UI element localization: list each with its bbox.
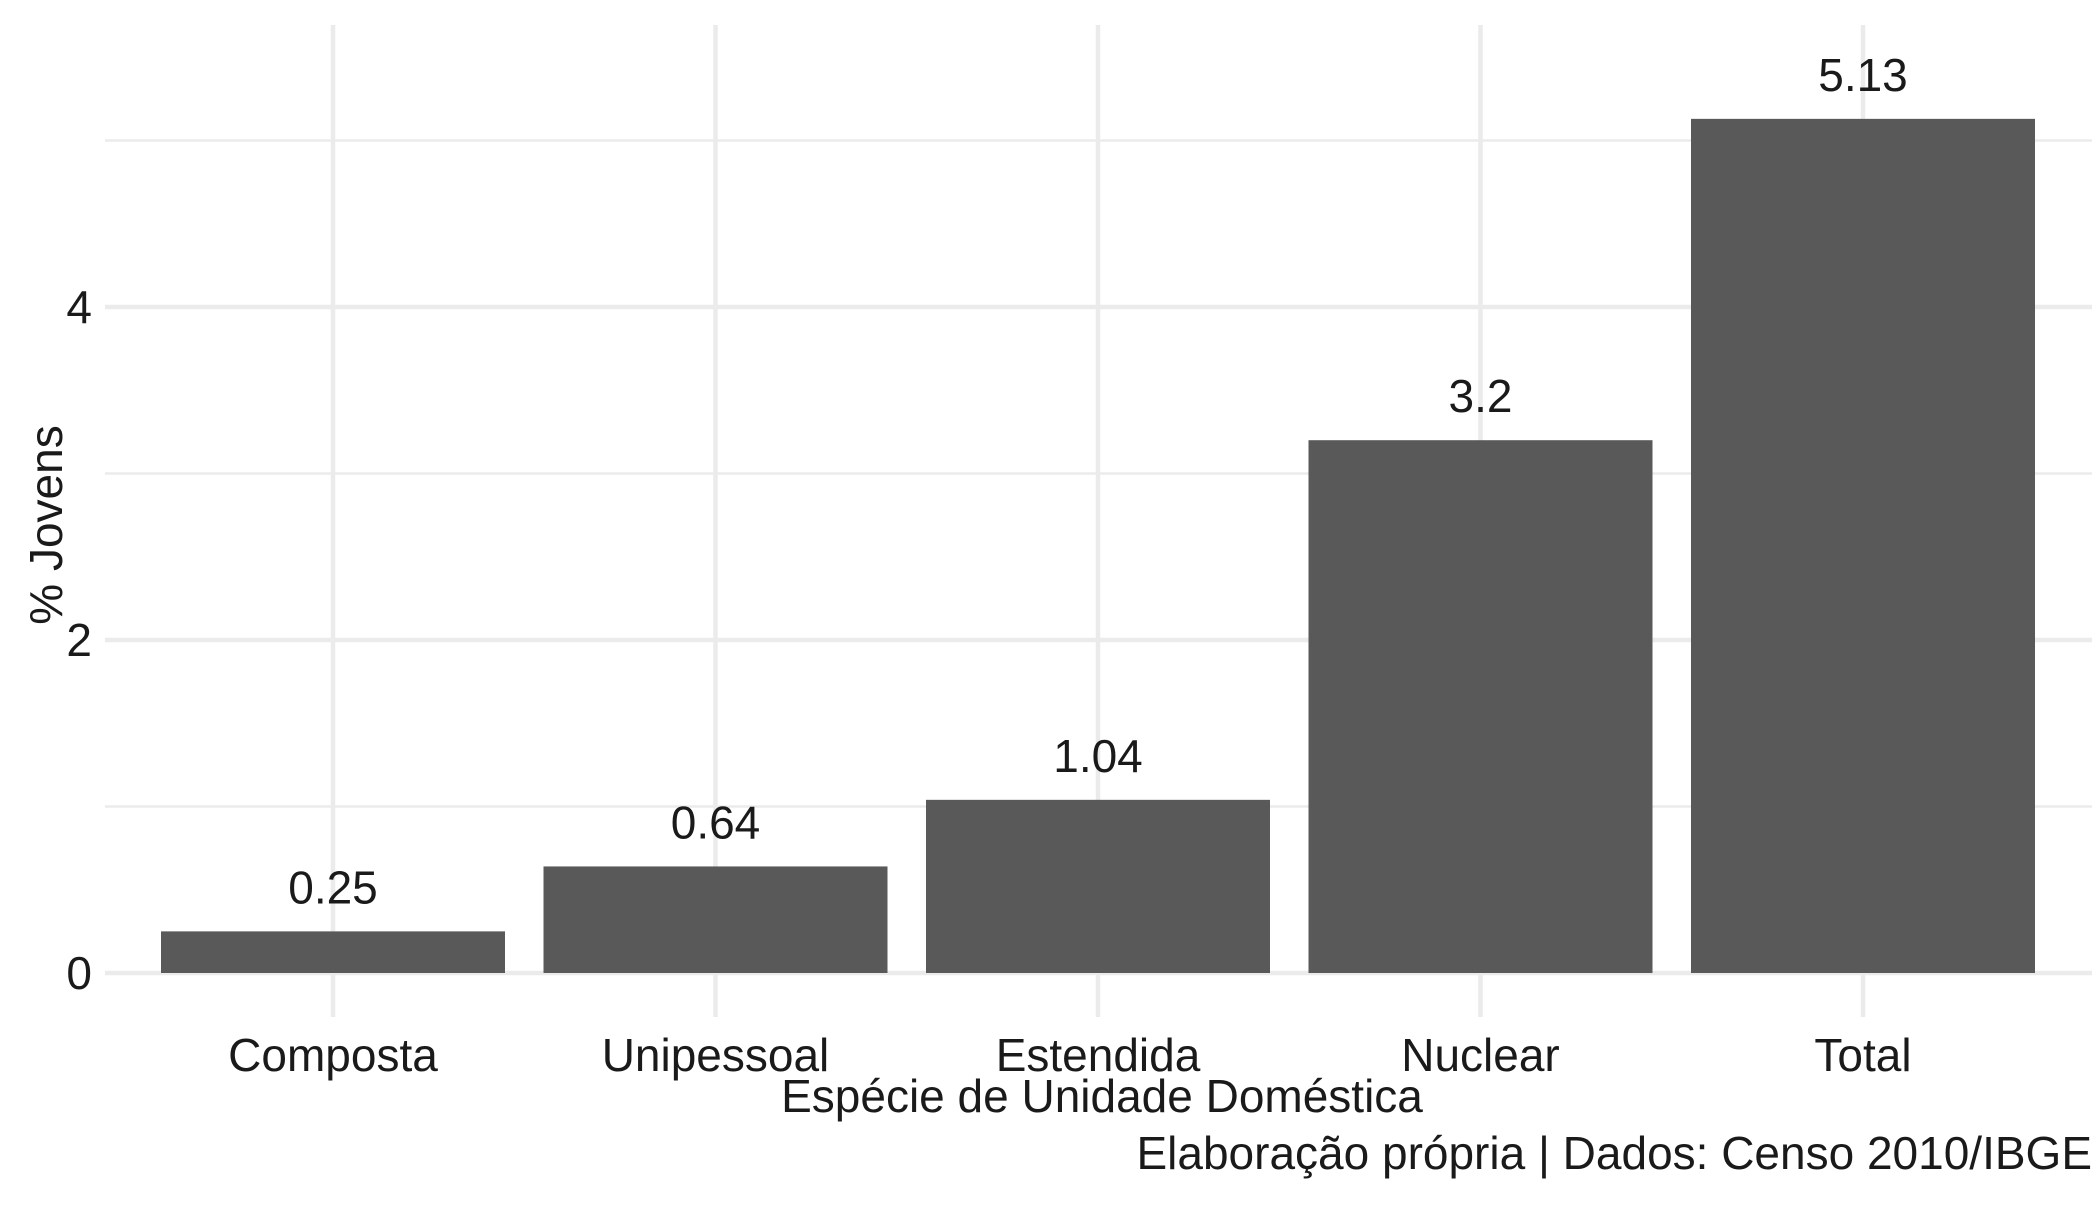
data-label-estendida: 1.04 bbox=[1053, 730, 1143, 782]
bar-estendida bbox=[926, 799, 1270, 973]
y-tick-label: 2 bbox=[66, 614, 92, 666]
x-axis-tick-labels: Composta Unipessoal Estendida Nuclear Total bbox=[228, 1029, 1911, 1081]
y-tick-label: 4 bbox=[66, 281, 92, 333]
x-tick-label-nuclear: Nuclear bbox=[1401, 1029, 1560, 1081]
x-tick-label-composta: Composta bbox=[228, 1029, 438, 1081]
data-label-composta: 0.25 bbox=[288, 861, 378, 913]
bar-total bbox=[1691, 118, 2035, 974]
data-label-nuclear: 3.2 bbox=[1449, 370, 1513, 422]
y-axis-title: % Jovens bbox=[20, 425, 72, 624]
x-tick-label-estendida: Estendida bbox=[996, 1029, 1201, 1081]
y-axis-tick-labels: 0 2 4 bbox=[66, 281, 92, 999]
bar-nuclear bbox=[1308, 440, 1653, 973]
data-label-unipessoal: 0.64 bbox=[671, 796, 761, 848]
bars bbox=[161, 118, 2035, 974]
y-tick-label: 0 bbox=[66, 947, 92, 999]
bar-unipessoal bbox=[543, 866, 888, 973]
data-label-total: 5.13 bbox=[1818, 49, 1908, 101]
x-tick-label-total: Total bbox=[1814, 1029, 1911, 1081]
data-labels: 0.25 0.64 1.04 3.2 5.13 bbox=[288, 49, 1908, 914]
x-tick-label-unipessoal: Unipessoal bbox=[602, 1029, 830, 1081]
bar-composta bbox=[161, 931, 505, 973]
x-axis-title: Espécie de Unidade Doméstica bbox=[781, 1070, 1423, 1122]
chart-caption: Elaboração própria | Dados: Censo 2010/I… bbox=[1136, 1127, 2092, 1179]
